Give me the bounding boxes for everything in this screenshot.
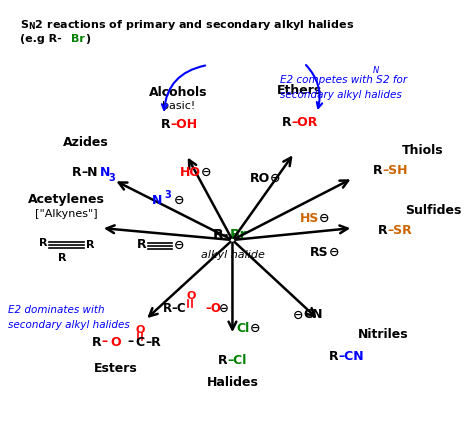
Text: O: O <box>111 336 121 349</box>
Text: 3: 3 <box>164 190 171 200</box>
Text: ⊖: ⊖ <box>292 308 303 321</box>
Text: Halides: Halides <box>207 376 258 389</box>
Text: E2 competes with S: E2 competes with S <box>280 75 382 85</box>
Text: ⊖: ⊖ <box>173 194 184 207</box>
Text: R: R <box>329 350 338 363</box>
Text: –: – <box>101 336 107 349</box>
Text: C: C <box>136 336 145 349</box>
Text: –SR: –SR <box>387 224 412 236</box>
Text: $\mathbf{S_N}$$\mathbf{2}$ reactions of primary and secondary alkyl halides: $\mathbf{S_N}$$\mathbf{2}$ reactions of … <box>19 18 354 32</box>
Text: –N: –N <box>82 166 98 180</box>
Text: Br: Br <box>229 228 247 242</box>
Text: ⊖: ⊖ <box>270 172 280 185</box>
Text: –R: –R <box>145 336 161 349</box>
Text: –O: –O <box>205 301 221 315</box>
Text: 3: 3 <box>108 173 115 183</box>
Text: secondary alkyl halides: secondary alkyl halides <box>280 90 401 100</box>
Text: R: R <box>218 354 228 367</box>
Text: CN: CN <box>303 308 323 321</box>
Text: Sulfides: Sulfides <box>405 203 462 216</box>
Text: Azides: Azides <box>64 136 109 149</box>
Text: Br: Br <box>71 34 84 44</box>
Text: R: R <box>38 238 47 248</box>
Text: –Cl: –Cl <box>228 354 247 367</box>
Text: R: R <box>91 336 101 349</box>
Text: secondary alkyl halides: secondary alkyl halides <box>8 320 129 330</box>
Text: –SH: –SH <box>383 164 408 177</box>
Text: RO: RO <box>249 172 270 185</box>
Text: RS: RS <box>310 245 328 258</box>
Text: R: R <box>57 253 66 263</box>
Text: R: R <box>72 166 82 180</box>
Text: N: N <box>100 166 110 180</box>
Text: ⊖: ⊖ <box>173 239 184 252</box>
Text: Nitriles: Nitriles <box>358 329 409 342</box>
Text: O: O <box>136 325 145 335</box>
Text: Cl: Cl <box>237 321 250 334</box>
Text: –C: –C <box>172 301 186 315</box>
Text: ⊖: ⊖ <box>250 321 261 334</box>
Text: (e.g R-: (e.g R- <box>19 34 61 44</box>
Text: R-: R- <box>213 228 229 242</box>
Text: ⊖: ⊖ <box>328 245 339 258</box>
Text: ["Alkynes"]: ["Alkynes"] <box>36 209 98 219</box>
Text: Alcohols: Alcohols <box>149 85 208 98</box>
Text: 2 for: 2 for <box>383 75 407 85</box>
Text: Esters: Esters <box>94 362 137 375</box>
Text: –OH: –OH <box>171 118 198 131</box>
Text: N: N <box>152 194 162 207</box>
Text: R: R <box>86 240 95 250</box>
Text: O: O <box>187 291 196 301</box>
Text: ⊖: ⊖ <box>319 211 329 224</box>
Text: R: R <box>282 117 292 130</box>
Text: Acetylenes: Acetylenes <box>28 194 105 207</box>
Text: R: R <box>161 118 171 131</box>
Text: E2 dominates with: E2 dominates with <box>8 305 104 315</box>
Text: –OR: –OR <box>292 117 318 130</box>
Text: R: R <box>137 239 146 252</box>
Text: ): ) <box>85 34 91 44</box>
Text: –CN: –CN <box>338 350 364 363</box>
Text: ⊖: ⊖ <box>219 301 228 315</box>
Text: HO: HO <box>180 165 201 178</box>
Text: basic!: basic! <box>162 101 195 111</box>
Text: alkyl halide: alkyl halide <box>201 250 264 260</box>
Text: –: – <box>128 336 134 349</box>
Text: Ethers: Ethers <box>276 84 322 97</box>
Text: R: R <box>163 301 172 315</box>
Text: Thiols: Thiols <box>402 143 444 156</box>
Text: HS: HS <box>300 211 319 224</box>
Text: R: R <box>378 224 387 236</box>
Text: ⊖: ⊖ <box>201 165 211 178</box>
Text: R: R <box>373 164 383 177</box>
Text: N: N <box>373 66 379 75</box>
